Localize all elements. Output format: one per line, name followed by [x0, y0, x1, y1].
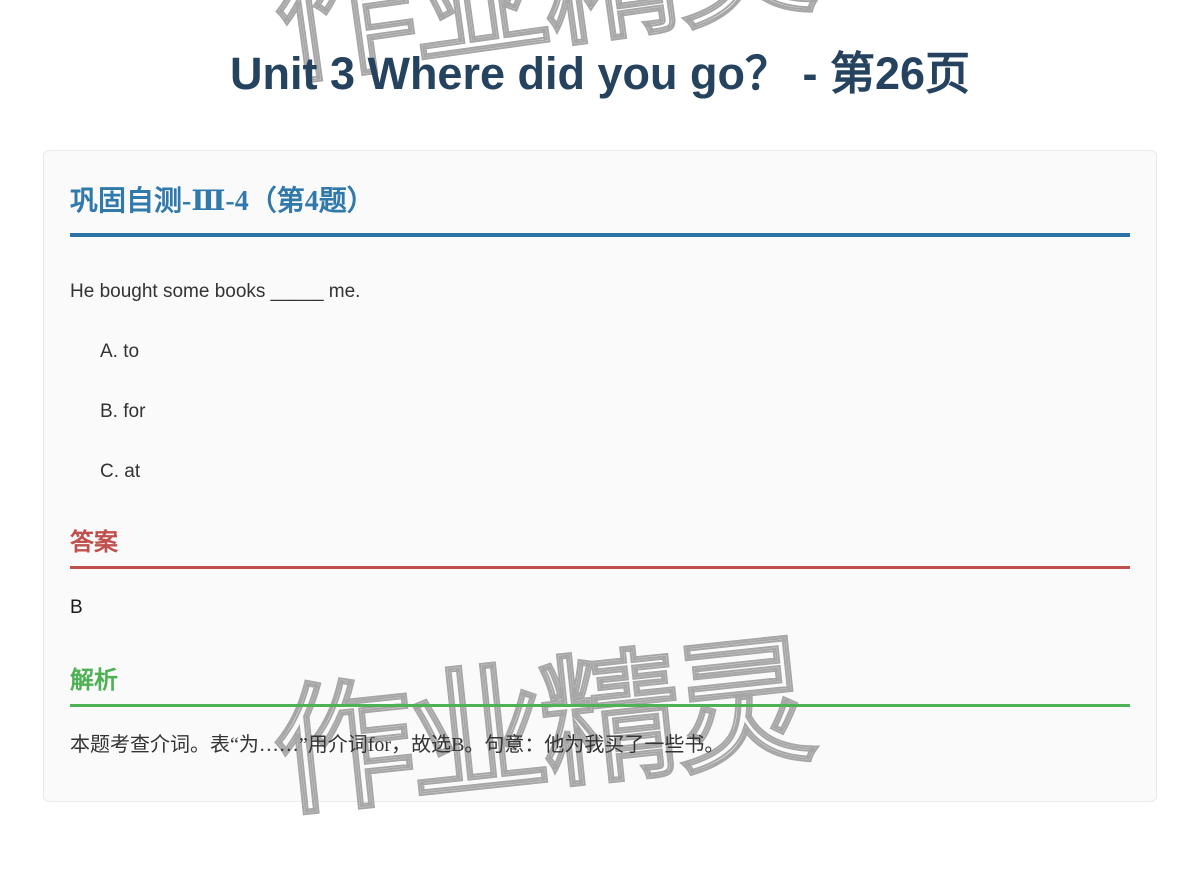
answer-heading: 答案: [70, 530, 118, 556]
analysis-heading: 解析: [70, 668, 118, 694]
option-b: B. for: [100, 401, 146, 422]
section-title: 巩固自测-Ⅲ-4（第4题）: [70, 186, 375, 217]
page-title: Unit 3 Where did you go？ - 第26页: [229, 48, 971, 99]
option-c: C. at: [100, 461, 141, 482]
question-stem: He bought some books _____ me.: [70, 281, 361, 302]
section-divider: [70, 233, 1130, 237]
question-card: 巩固自测-Ⅲ-4（第4题） He bought some books _____…: [43, 150, 1157, 802]
analysis-text: 本题考查介词。表“为……”用介词for，故选B。句意：他为我买了一些书。: [70, 734, 725, 756]
option-a: A. to: [100, 341, 140, 362]
answer-divider: [70, 566, 1130, 569]
analysis-divider: [70, 704, 1130, 707]
answer-value: B: [70, 597, 83, 618]
